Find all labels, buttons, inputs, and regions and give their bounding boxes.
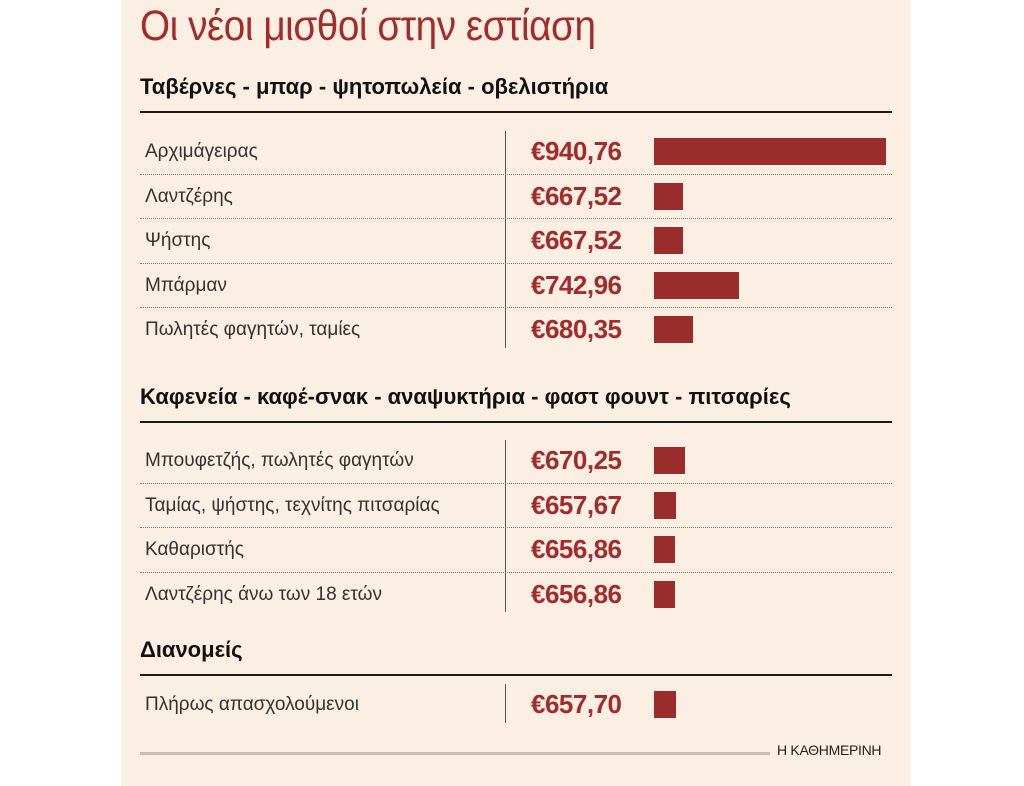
row-label: Καθαριστής (145, 539, 244, 560)
infographic-panel (121, 0, 911, 786)
salary-bar (654, 316, 693, 343)
value-label: €656,86 (531, 534, 622, 564)
salary-bar (654, 580, 675, 608)
salary-bar (654, 182, 683, 210)
row-label: Ψήστης (145, 230, 211, 251)
chart-title: Οι νέοι μισθοί στην εστίαση (140, 2, 596, 50)
row-separator (140, 262, 892, 264)
section-title: Διανομείς (140, 637, 243, 662)
value-label: €657,70 (531, 689, 622, 719)
section-divider-line (505, 440, 506, 612)
row-label: Μπάρμαν (145, 274, 227, 296)
row-label: Αρχιμάγειρας (145, 141, 258, 162)
value-label: €657,67 (531, 489, 622, 520)
section-rule (140, 421, 892, 423)
value-label: €940,76 (531, 136, 622, 166)
salary-bar (654, 447, 685, 474)
section-rule (140, 674, 892, 676)
value-label: €680,35 (531, 314, 622, 344)
section-divider-line (505, 684, 506, 723)
row-label: Λαντζέρης άνω των 18 ετών (145, 583, 382, 605)
value-label: €667,52 (531, 180, 622, 211)
salary-bar (654, 271, 739, 299)
salary-bar (654, 536, 675, 563)
footer-rule (140, 752, 770, 755)
salary-bar (654, 138, 886, 165)
value-label: €742,96 (531, 269, 622, 300)
salary-bar (654, 691, 676, 718)
value-label: €670,25 (531, 445, 622, 475)
row-label: Μπουφετζής, πωλητές φαγητών (145, 450, 414, 471)
section-title: Καφενεία - καφέ-σνακ - αναψυκτήρια - φασ… (140, 384, 791, 409)
row-separator (140, 218, 892, 219)
salary-bar (654, 491, 676, 519)
source-credit: Η ΚΑΘΗΜΕΡΙΝΗ (777, 742, 882, 758)
section-title: Ταβέρνες - μπαρ - ψητοπωλεία - οβελιστήρ… (140, 74, 609, 99)
row-label: Πλήρως απασχολούμενοι (145, 694, 359, 715)
section-divider-line (505, 131, 506, 348)
row-label: Πωλητές φαγητών, ταμίες (145, 319, 361, 340)
row-label: Λαντζέρης (145, 185, 233, 207)
row-separator (140, 527, 892, 528)
row-separator (140, 571, 892, 573)
salary-bar (654, 227, 683, 254)
value-label: €656,86 (531, 578, 622, 609)
row-separator (140, 173, 892, 175)
row-label: Ταμίας, ψήστης, τεχνίτης πιτσαρίας (145, 494, 440, 516)
row-separator (140, 307, 892, 308)
section-rule (140, 111, 892, 113)
row-separator (140, 482, 892, 484)
value-label: €667,52 (531, 225, 622, 255)
